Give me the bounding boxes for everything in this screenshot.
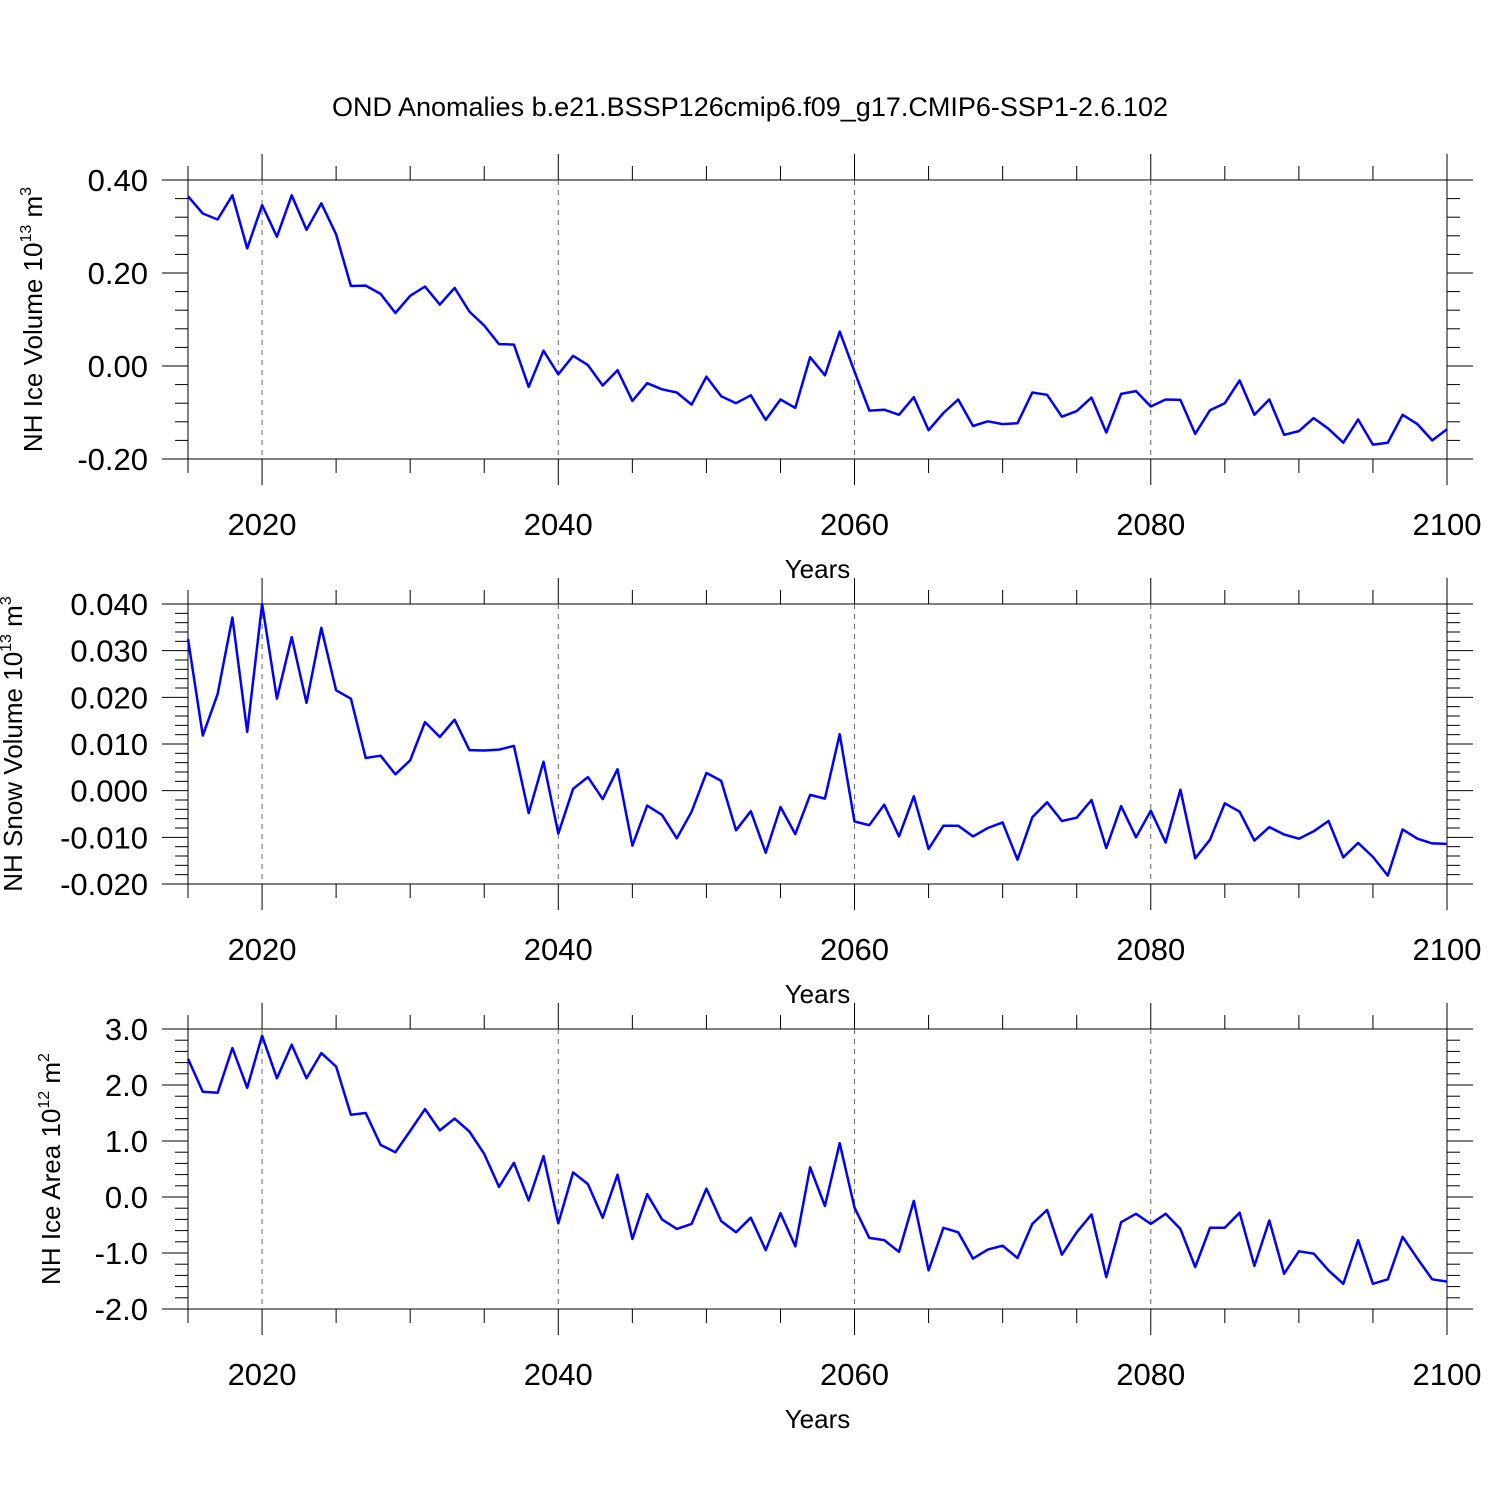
x-tick-label: 2100 <box>1413 932 1482 967</box>
x-tick-label: 2080 <box>1116 507 1185 542</box>
x-tick-label: 2020 <box>228 507 297 542</box>
x-tick-label: 2040 <box>524 932 593 967</box>
series-line <box>186 1034 1448 1286</box>
y-tick-label: 0.010 <box>70 727 148 762</box>
y-tick-label: 1.0 <box>105 1124 148 1159</box>
y-tick-label: 0.000 <box>70 774 148 809</box>
x-tick-label: 2100 <box>1413 1357 1482 1392</box>
y-axis-title-unit: m <box>0 605 28 634</box>
x-axis-title: Years <box>785 979 851 1009</box>
x-tick-label: 2060 <box>820 507 889 542</box>
y-tick-label: -2.0 <box>95 1292 148 1327</box>
y-axis-title-text: NH Snow Volume 10 <box>0 652 28 892</box>
y-axis-title-exponent: 12 <box>36 1091 53 1109</box>
x-tick-label: 2020 <box>228 932 297 967</box>
y-tick-label: 0.00 <box>88 349 148 384</box>
y-tick-label: -0.020 <box>60 867 148 902</box>
y-tick-label: 2.0 <box>105 1068 148 1103</box>
y-axis-title-text: NH Ice Volume 10 <box>18 243 48 453</box>
y-axis-title-unit: m <box>18 196 48 225</box>
x-tick-label: 2060 <box>820 932 889 967</box>
y-tick-label: -0.010 <box>60 820 148 855</box>
chart-panel-1: 2020 2040 2060 2080 2100 0.40 0.20 0.00 -0.20 Yea… <box>18 154 1481 584</box>
y-tick-label: -1.0 <box>95 1236 148 1271</box>
chart-panel-3: 2020 2040 2060 2080 2100 3.0 2.0 1.0 0.0 -1.0 -2.0… <box>36 1003 1481 1434</box>
y-axis-title: NH Snow Volume 1013 m3 <box>0 596 28 892</box>
x-tick-label: 2080 <box>1116 932 1185 967</box>
plot-frame <box>187 179 1448 460</box>
x-tick-label: 2040 <box>524 507 593 542</box>
y-tick-label: -0.20 <box>77 442 148 477</box>
x-tick-label: 2100 <box>1413 507 1482 542</box>
y-tick-label: 0.020 <box>70 680 148 715</box>
y-axis-title-exponent: 13 <box>18 225 35 243</box>
y-axis-title-unit-exponent: 3 <box>18 187 35 196</box>
series-line <box>187 194 1448 446</box>
y-tick-label: 0.40 <box>88 163 148 198</box>
y-axis-title-exponent: 13 <box>0 634 15 652</box>
y-tick-label: 0.20 <box>88 256 148 291</box>
y-tick-label: 3.0 <box>105 1012 148 1047</box>
x-axis-title: Years <box>785 1404 851 1434</box>
y-axis-title: NH Ice Area 1012 m2 <box>36 1053 66 1285</box>
plot-frame <box>187 1028 1448 1310</box>
y-tick-label: 0.0 <box>105 1180 148 1215</box>
x-axis-title: Years <box>785 554 851 584</box>
x-tick-label: 2040 <box>524 1357 593 1392</box>
series-line <box>186 602 1448 877</box>
y-axis-title-unit-exponent: 3 <box>0 596 15 605</box>
y-tick-label: 0.040 <box>70 587 148 622</box>
panels: 2020 2040 2060 2080 2100 0.40 0.20 0.00 -0.20 Yea… <box>0 154 1481 1434</box>
x-tick-label: 2060 <box>820 1357 889 1392</box>
x-tick-label: 2020 <box>228 1357 297 1392</box>
x-tick-label: 2080 <box>1116 1357 1185 1392</box>
y-axis-title-text: NH Ice Area 10 <box>36 1109 66 1285</box>
y-axis-title-unit: m <box>36 1062 66 1091</box>
chart-panel-2: 2020 2040 2060 2080 2100 0.040 0.030 0.020 0.010… <box>0 578 1481 1009</box>
y-axis-title: NH Ice Volume 1013 m3 <box>18 187 48 452</box>
figure-title: OND Anomalies b.e21.BSSP126cmip6.f09_g17… <box>332 92 1168 122</box>
y-axis-title-unit-exponent: 2 <box>36 1053 53 1062</box>
y-tick-label: 0.030 <box>70 634 148 669</box>
